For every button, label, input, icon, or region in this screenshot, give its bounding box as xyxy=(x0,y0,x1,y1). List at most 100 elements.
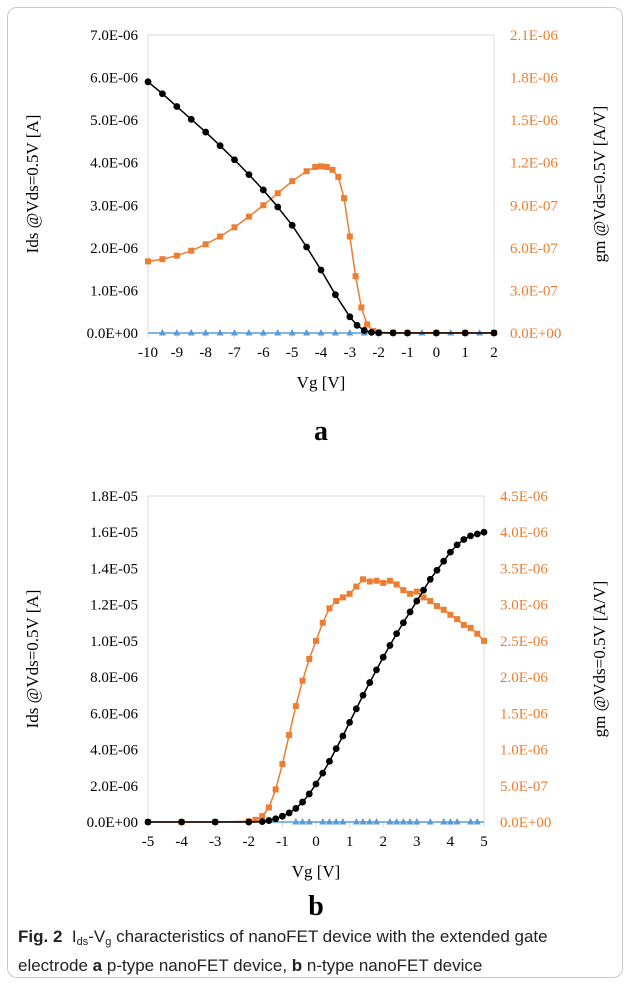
ids-point xyxy=(473,530,481,538)
x-tick-label: -1 xyxy=(401,345,414,361)
plot-area xyxy=(147,495,485,823)
x-tick-label: 5 xyxy=(480,834,488,850)
ig-point xyxy=(413,818,421,825)
ig-point xyxy=(187,329,195,336)
ids-point xyxy=(274,203,282,211)
ig-point xyxy=(317,329,325,336)
gm-point xyxy=(427,598,434,605)
ig-point xyxy=(158,329,166,336)
gm-point xyxy=(145,258,151,265)
y2-tick-label: 1.8E-06 xyxy=(510,71,558,87)
y-tick-label: 1.2E-05 xyxy=(90,598,138,614)
ig-point xyxy=(292,818,300,825)
caption-text-3: n-type nanoFET device xyxy=(302,956,483,975)
x-tick-label: -4 xyxy=(315,345,328,361)
ids-point xyxy=(399,619,407,627)
ids-point xyxy=(173,103,181,110)
gm-point xyxy=(420,594,427,601)
y2-axis-label: gm @Vds=0.5V [A/V] xyxy=(590,106,609,263)
ids-point xyxy=(312,780,320,788)
ids-point xyxy=(433,566,441,574)
gm-point xyxy=(467,624,474,631)
ids-point xyxy=(386,642,394,649)
y-tick-label: 1.0E-06 xyxy=(90,283,138,299)
gm-point xyxy=(474,630,481,637)
ids-point xyxy=(303,243,310,251)
y2-tick-label: 5.0E-07 xyxy=(500,779,548,795)
caption-fig-label: Fig. 2 xyxy=(18,927,63,946)
ig-point xyxy=(173,329,181,336)
gm-point xyxy=(440,606,447,613)
ids-point xyxy=(144,78,152,86)
ids-point xyxy=(359,691,367,699)
ids-point xyxy=(187,115,195,123)
gm-point xyxy=(407,590,414,597)
gm-point xyxy=(346,590,353,597)
caption-label-a: a xyxy=(92,956,103,975)
y2-tick-label: 4.5E-06 xyxy=(500,489,548,505)
panel-label: b xyxy=(308,891,324,922)
y-tick-label: 0.0E+00 xyxy=(87,326,138,342)
ids-point xyxy=(490,329,498,337)
gm-point xyxy=(380,579,387,586)
ids-point xyxy=(332,291,339,299)
ig-point xyxy=(339,818,347,825)
caption-dash: -V xyxy=(88,927,106,946)
ids-point xyxy=(319,769,327,777)
gm-point xyxy=(329,166,336,173)
ids-point xyxy=(375,329,383,337)
x-tick-label: -3 xyxy=(344,345,357,361)
ids-point xyxy=(305,790,313,798)
gm-point xyxy=(217,233,224,240)
gm-point xyxy=(358,304,365,311)
gm-point xyxy=(259,813,266,820)
ids-point xyxy=(404,329,411,337)
x-tick-label: -8 xyxy=(199,345,212,361)
ig-point xyxy=(305,818,313,825)
ids-point xyxy=(159,90,166,98)
y2-tick-label: 1.5E-06 xyxy=(510,113,558,129)
ids-point xyxy=(432,329,440,337)
gm-point xyxy=(352,273,359,280)
gm-point xyxy=(313,637,319,644)
ids-point xyxy=(447,548,454,556)
ig-point xyxy=(359,818,367,825)
ids-point xyxy=(420,586,427,594)
y-tick-label: 1.6E-05 xyxy=(90,525,138,541)
ids-point xyxy=(292,805,300,812)
gm-point xyxy=(393,581,400,588)
gm-point xyxy=(279,761,286,768)
y2-tick-label: 3.0E-06 xyxy=(500,598,548,614)
x-tick-label: 2 xyxy=(490,345,498,361)
chart-panel-a: 0.0E+00 1.0E-06 2.0E-06 3.0E-06 4.0E-06 5.0E-… xyxy=(23,28,609,447)
gm-point xyxy=(319,619,326,626)
ids-point xyxy=(178,818,186,826)
y-axis-label: Ids @Vds=0.5V [A] xyxy=(23,590,42,729)
gm-point xyxy=(318,163,324,170)
ids-point xyxy=(279,812,286,820)
x-axis-label: Vg [V] xyxy=(297,373,346,392)
gm-point xyxy=(289,178,296,185)
ids-point xyxy=(352,705,360,713)
gm-point xyxy=(346,233,353,240)
ig-point xyxy=(216,329,224,336)
y-tick-label: 2.0E-06 xyxy=(90,779,138,795)
y-tick-label: 4.0E-06 xyxy=(90,743,138,759)
plot-area xyxy=(147,34,495,334)
x-tick-label: 1 xyxy=(346,834,354,850)
y2-tick-label: 1.5E-06 xyxy=(500,706,548,722)
x-axis-label: Vg [V] xyxy=(292,862,341,881)
ig-point xyxy=(406,818,414,825)
gm-point xyxy=(306,656,313,662)
ig-point xyxy=(467,818,475,825)
ids-point xyxy=(360,327,368,334)
ids-point xyxy=(353,321,361,329)
series-line-gm xyxy=(147,165,494,334)
ids-point xyxy=(299,798,306,806)
gm-point xyxy=(303,168,310,175)
gm-point xyxy=(245,213,252,220)
y-axis-label: Ids @Vds=0.5V [A] xyxy=(23,115,42,254)
series-line-ids xyxy=(147,81,494,334)
y2-tick-label: 1.2E-06 xyxy=(510,156,558,172)
y-tick-label: 2.0E-06 xyxy=(90,241,138,257)
